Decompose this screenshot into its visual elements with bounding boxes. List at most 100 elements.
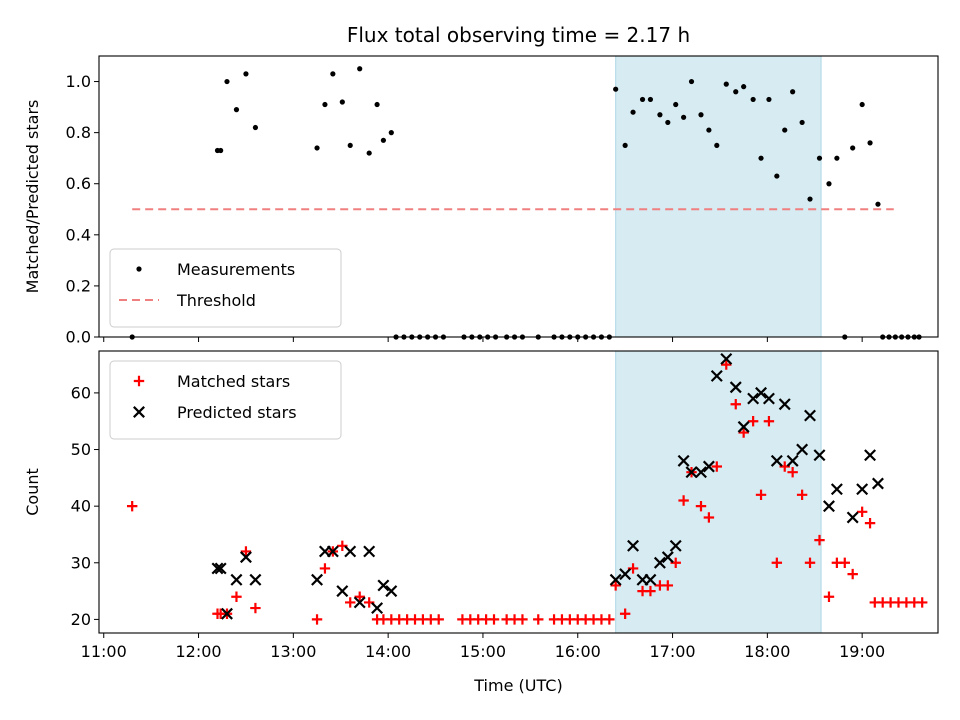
data-point (763, 416, 775, 427)
data-point (311, 573, 324, 586)
data-point (371, 602, 384, 615)
data-point (856, 506, 868, 518)
data-point (702, 460, 715, 473)
y-tick-label: 1.0 (66, 72, 91, 91)
data-point (741, 84, 747, 90)
data-point (380, 137, 387, 143)
y-tick-label: 0.6 (66, 174, 91, 193)
data-point (619, 608, 631, 619)
data-point (354, 591, 365, 602)
data-point (747, 416, 759, 427)
y-axis-label: Matched/Predicted stars (23, 100, 42, 294)
data-point (714, 142, 720, 149)
legend-handle (133, 406, 145, 418)
data-point (661, 551, 674, 564)
data-point (231, 591, 242, 602)
data-point (647, 96, 654, 103)
data-point (230, 573, 243, 586)
data-point (685, 466, 698, 479)
data-point (252, 124, 259, 131)
data-point (706, 127, 712, 133)
y-tick-label: 60 (71, 383, 91, 402)
data-point (738, 427, 749, 438)
x-tick-label: 11:00 (81, 642, 127, 661)
data-point (917, 597, 928, 608)
data-point (214, 562, 227, 575)
data-point (644, 573, 657, 586)
data-point (619, 568, 632, 581)
data-point (762, 392, 775, 405)
data-point (737, 420, 750, 433)
data-point (703, 512, 715, 523)
data-point (377, 579, 390, 592)
y-tick-label: 0.8 (66, 123, 91, 142)
data-point (871, 477, 884, 490)
legend-box (109, 360, 342, 440)
data-point (336, 585, 349, 598)
x-tick-label: 18:00 (744, 642, 790, 661)
legend: Measurements Threshold (109, 248, 342, 328)
data-point (698, 112, 704, 118)
data-point (774, 173, 780, 179)
data-point (681, 114, 687, 120)
data-point (211, 562, 224, 575)
data-point (813, 449, 826, 462)
data-point (662, 580, 674, 591)
ratio-panel: 0.0 0.2 0.4 0.6 0.8 1.0 Matched/Predicted star… (23, 55, 939, 347)
x-axis-label: Time (UTC) (473, 676, 562, 695)
data-point (864, 517, 876, 529)
data-point (488, 614, 500, 625)
data-point (224, 78, 230, 85)
data-point (695, 500, 707, 512)
x-tick-label: 19:00 (839, 642, 885, 661)
data-point (875, 201, 881, 207)
x-tick-label: 16:00 (555, 642, 601, 661)
data-point (804, 409, 816, 422)
data-point (846, 511, 859, 524)
data-point (850, 145, 856, 151)
series-measurements (129, 66, 922, 340)
data-point (218, 147, 224, 154)
data-point (796, 489, 808, 501)
data-point (653, 556, 666, 569)
data-point (657, 112, 663, 118)
legend-label: Matched stars (177, 372, 290, 391)
data-point (627, 539, 640, 552)
data-point (678, 495, 689, 506)
data-point (677, 454, 690, 467)
data-point (771, 557, 783, 568)
data-point (609, 573, 622, 586)
data-point (755, 386, 768, 399)
chart-title: Flux total observing time = 2.17 h (347, 23, 690, 47)
data-point (834, 155, 840, 161)
data-point (374, 101, 380, 108)
data-point (867, 140, 873, 146)
y-axis-label: Count (23, 468, 42, 516)
series-matched-stars (126, 359, 928, 625)
y-tick-label: 0.2 (66, 276, 91, 295)
y-tick-label: 40 (71, 497, 91, 516)
x-tick-label: 17:00 (649, 642, 695, 661)
data-point (330, 71, 336, 77)
data-point (669, 539, 682, 552)
data-point (823, 591, 835, 602)
shaded-region (615, 56, 822, 337)
data-point (839, 557, 850, 568)
y-tick-label: 0.0 (66, 328, 91, 347)
data-point (786, 454, 799, 467)
data-point (814, 534, 825, 546)
data-point (610, 580, 621, 591)
data-point (314, 145, 320, 151)
data-point (250, 602, 261, 614)
legend-label: Measurements (177, 260, 295, 279)
axes-frame (98, 350, 939, 634)
data-point (830, 483, 843, 496)
data-point (326, 545, 339, 558)
data-point (311, 614, 323, 625)
data-point (755, 489, 767, 501)
data-point (239, 551, 252, 564)
data-point (353, 596, 366, 609)
data-point (347, 142, 353, 149)
data-point (799, 119, 805, 126)
data-point (363, 545, 376, 558)
